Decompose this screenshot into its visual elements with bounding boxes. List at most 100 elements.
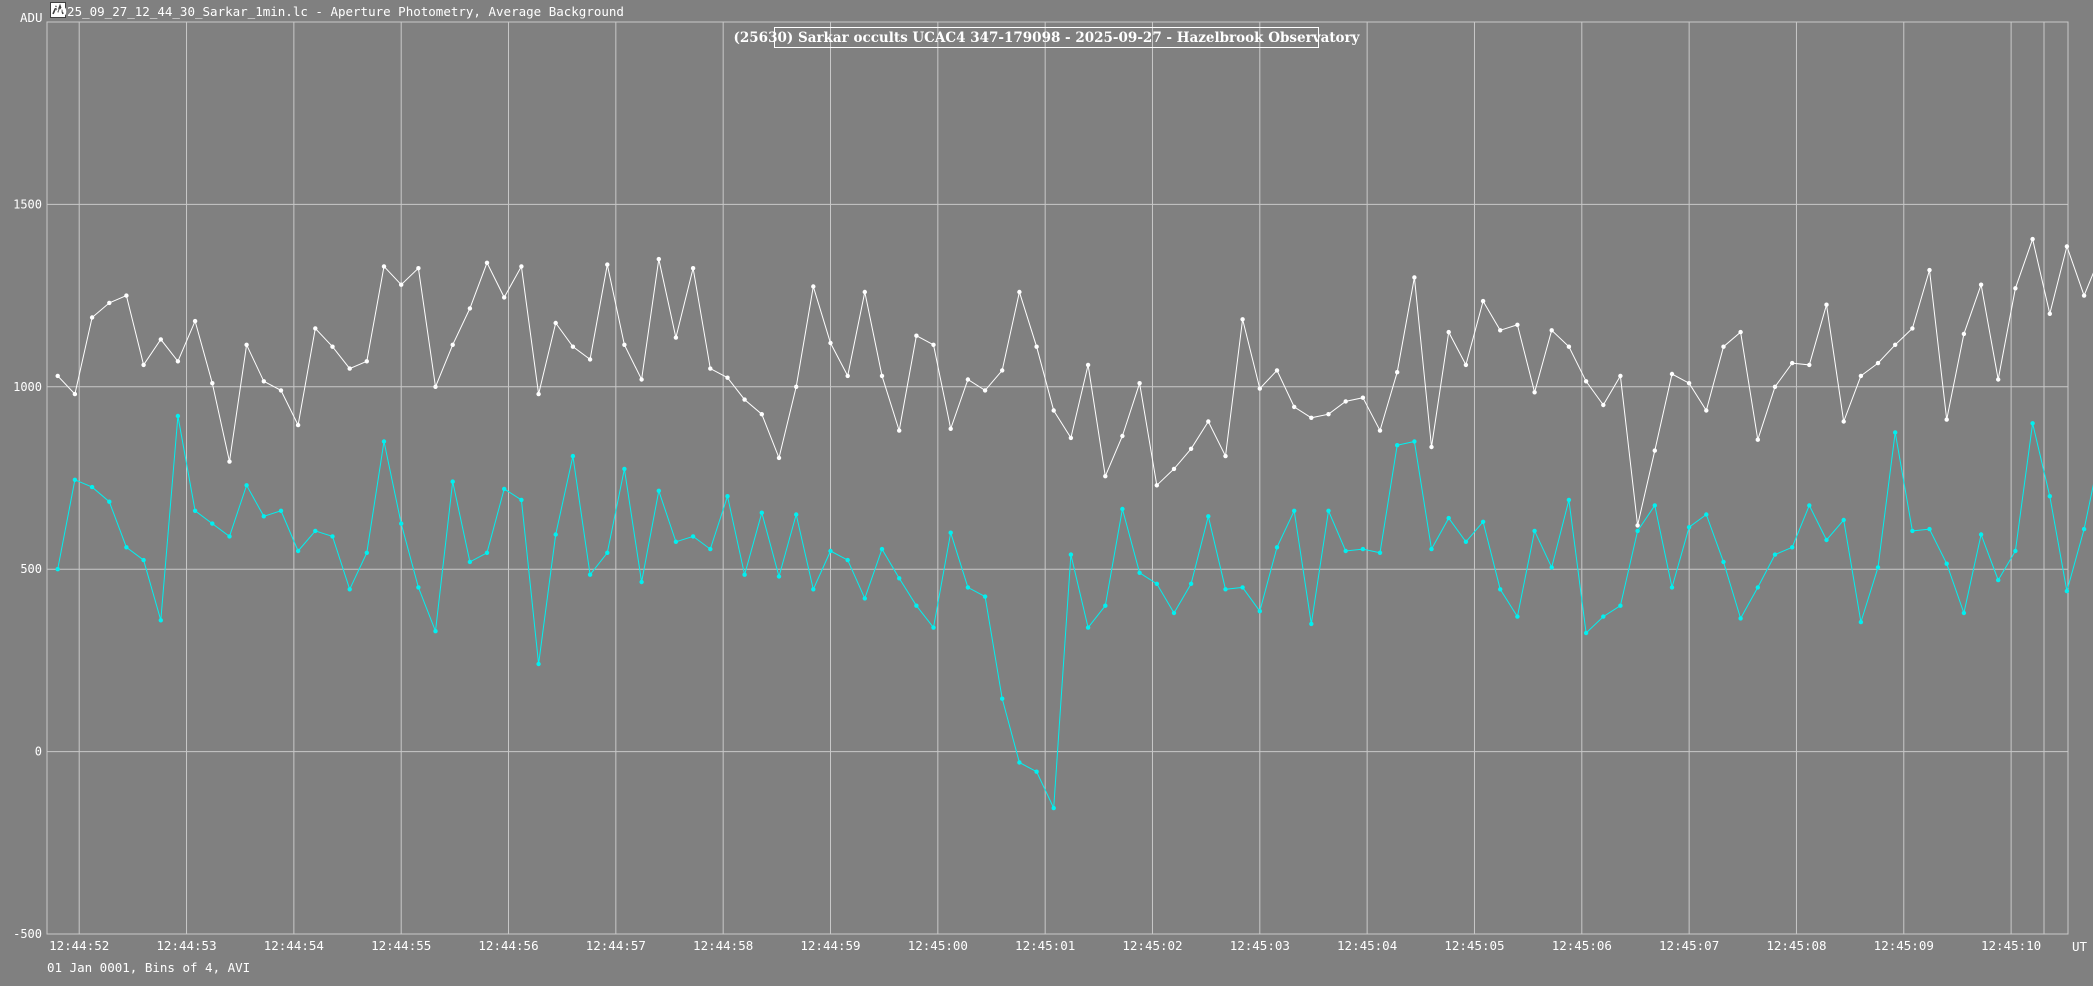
data-point [1360,395,1366,400]
data-point [1618,603,1623,608]
data-point [2013,548,2018,554]
data-point [742,397,747,402]
data-point [862,596,867,601]
data-point [347,587,352,592]
data-point [1601,614,1606,619]
x-tick-label: 12:44:53 [156,938,216,953]
data-point [484,260,490,265]
data-point [433,384,438,389]
data-point [879,546,885,552]
data-point [759,412,764,417]
data-point [914,603,919,608]
data-point [587,357,593,362]
data-point [1017,289,1022,295]
data-point [570,344,576,349]
data-point [416,585,421,590]
data-point [1343,399,1348,404]
data-point [313,326,318,331]
data-point [1085,625,1091,630]
data-point [862,289,867,295]
x-tick-label: 12:44:59 [800,938,860,953]
data-point [1103,603,1108,608]
x-tick-label: 12:44:52 [49,938,109,953]
data-point [399,521,404,526]
data-point [1223,453,1228,459]
data-point [227,459,232,464]
data-point [210,381,215,386]
data-point [1463,539,1469,544]
data-point [1137,570,1142,575]
data-point [1549,328,1554,333]
data-point [708,366,713,371]
data-point [708,546,713,552]
data-point [433,629,438,634]
data-point [1257,609,1263,614]
data-point [364,359,369,364]
data-point [1515,322,1520,327]
data-point [776,574,782,579]
data-point [1669,371,1675,377]
data-point [124,545,129,550]
data-point [982,594,988,599]
data-point [1738,616,1743,621]
y-tick-label: 1500 [13,197,42,211]
y-tick-label: -500 [13,927,42,941]
y-tick-label: 1000 [13,380,42,394]
data-point [725,494,730,499]
data-point [553,532,558,537]
data-point [55,567,60,572]
data-point [72,477,78,482]
x-tick-label: 12:45:07 [1659,938,1719,953]
data-point [2013,286,2018,291]
data-point [1480,298,1486,304]
data-point [690,534,696,539]
data-point [794,384,799,389]
data-point [1017,760,1022,765]
data-point [897,428,902,433]
data-point [1068,552,1074,557]
app-icon[interactable] [50,2,66,18]
data-point [1978,532,1984,537]
x-tick-label: 12:44:55 [371,938,431,953]
data-point [158,337,163,342]
x-tick-label: 12:45:02 [1122,938,1182,953]
data-point [2047,494,2052,499]
data-point [1652,503,1658,508]
data-point [502,486,507,492]
data-point [1893,430,1898,435]
data-point [244,342,249,347]
data-point [605,550,610,555]
data-point [1583,379,1589,384]
data-point [811,284,816,289]
data-point [1635,528,1640,534]
window-title: 2025_09_27_12_44_30_Sarkar_1min.lc - Ape… [52,4,624,19]
data-point [1532,528,1537,534]
data-point [364,550,369,555]
data-point [1034,344,1039,349]
data-point [2030,236,2035,242]
data-point [295,422,301,428]
data-point [1790,545,1795,550]
data-point [1961,610,1967,616]
data-point [519,497,524,503]
data-point [1034,769,1039,774]
data-point [811,587,816,592]
x-tick-label: 12:44:57 [586,938,646,953]
data-point [1206,419,1211,424]
axis-layer: -500 0 500 1000 1500 12:44:52 12:44:53 12:44:54… [13,197,2041,953]
x-tick-label: 12:44:56 [478,938,538,953]
data-point [1772,384,1778,389]
data-point [931,342,936,347]
data-point [1669,585,1675,590]
data-point [1944,561,1949,566]
data-point [673,335,679,340]
data-point [1841,419,1846,424]
data-point [1566,497,1572,503]
data-point [673,539,679,544]
data-point [1652,448,1658,453]
x-tick-label: 12:45:01 [1015,938,1075,953]
plot-frame [46,21,2069,935]
data-point [1961,331,1967,337]
x-tick-label: 12:44:58 [693,938,753,953]
